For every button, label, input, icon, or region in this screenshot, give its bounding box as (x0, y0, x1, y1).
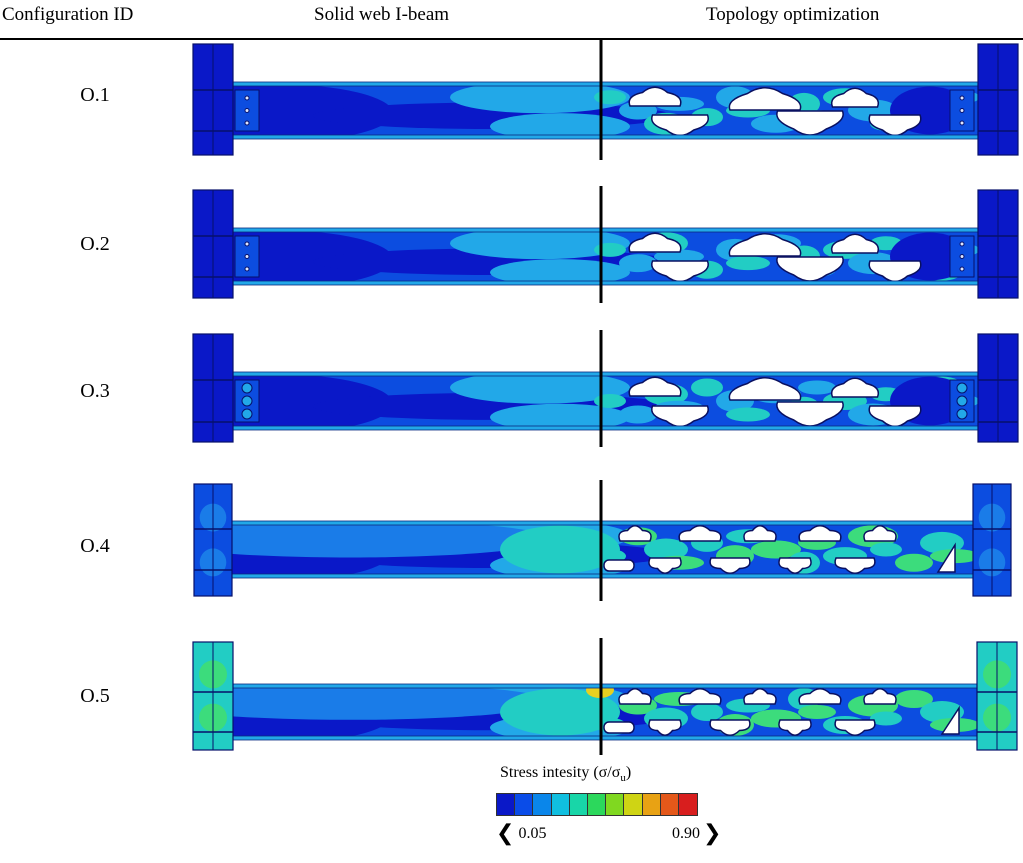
web-opening (709, 557, 751, 574)
right-column (977, 189, 1019, 299)
web-opening (628, 376, 682, 397)
connection-plate (234, 89, 260, 132)
web-opening (830, 377, 880, 398)
web-opening (798, 525, 842, 542)
web-opening (778, 719, 812, 736)
header-configuration-id: Configuration ID (2, 4, 134, 25)
legend-swatch (533, 794, 552, 815)
web-opening (728, 87, 802, 111)
legend-swatch (624, 794, 643, 815)
web-opening (834, 557, 876, 574)
legend-max-tick: 0.90 ❯ (672, 821, 722, 846)
config-label-o5: O.5 (80, 685, 110, 707)
legend-min-tick: ❮ 0.05 (496, 821, 547, 846)
legend-swatch (551, 794, 570, 815)
legend-swatch (497, 794, 516, 815)
left-column (192, 641, 234, 751)
top-flange (232, 683, 978, 689)
bottom-flange (232, 735, 978, 741)
config-label-o2: O.2 (80, 233, 110, 255)
connection-plate (234, 379, 260, 423)
left-column (192, 43, 234, 156)
web-opening (798, 688, 842, 705)
chevron-left-icon: ❮ (496, 821, 515, 846)
left-column (192, 189, 234, 299)
fem-panel-o3 (192, 330, 1019, 447)
top-flange (232, 371, 979, 377)
legend-swatch (660, 794, 679, 815)
top-flange (232, 81, 979, 87)
web-opening (678, 688, 722, 705)
fem-panel-o4 (193, 480, 1012, 601)
web-opening (648, 557, 682, 574)
web-opening (728, 377, 802, 401)
header-topology-optimization: Topology optimization (706, 4, 880, 25)
chevron-right-icon: ❯ (703, 821, 722, 846)
web-opening (728, 233, 802, 257)
bottom-flange (232, 280, 979, 286)
fem-panel-o2 (192, 186, 1019, 303)
web-opening (618, 688, 652, 705)
web-opening (709, 719, 751, 736)
config-label-o1: O.1 (80, 84, 110, 106)
web-opening (678, 525, 722, 542)
right-column (977, 333, 1019, 443)
fem-panel-o1 (192, 40, 1019, 160)
connection-plate (949, 235, 975, 278)
web-opening (834, 719, 876, 736)
web-opening (648, 719, 682, 736)
connection-plate (234, 235, 260, 278)
left-column (192, 333, 234, 443)
web-opening (863, 525, 897, 542)
web-opening (778, 557, 812, 574)
right-column (972, 483, 1012, 597)
web-opening (628, 232, 682, 253)
connection-plate (949, 89, 975, 132)
web-opening (628, 86, 682, 107)
right-column (977, 43, 1019, 156)
legend-swatch (606, 794, 625, 815)
legend-max-label: 0.90 (672, 825, 700, 842)
connection-plate (949, 379, 975, 423)
left-column (193, 483, 233, 597)
web-opening (830, 233, 880, 254)
header-rule (0, 38, 1023, 40)
top-flange (232, 227, 979, 233)
legend-swatch (569, 794, 588, 815)
header-solid-web: Solid web I-beam (314, 4, 450, 25)
legend-swatch (642, 794, 661, 815)
right-column (976, 641, 1018, 751)
legend-min-label: 0.05 (518, 825, 547, 842)
bottom-flange (232, 425, 979, 431)
config-label-o3: O.3 (80, 380, 110, 402)
web-opening (743, 525, 777, 542)
stress-color-scale (496, 793, 699, 816)
web-opening (743, 688, 777, 705)
legend-swatch (515, 794, 534, 815)
legend-swatch (587, 794, 607, 815)
web-opening (863, 688, 897, 705)
legend-swatch (678, 794, 698, 815)
web-opening (618, 525, 652, 542)
fem-panel-o5 (192, 638, 1018, 755)
config-label-o4: O.4 (80, 535, 110, 557)
bottom-flange (232, 134, 979, 140)
legend-title: Stress intesity (σ/σu) (500, 764, 632, 785)
web-opening (830, 87, 880, 108)
